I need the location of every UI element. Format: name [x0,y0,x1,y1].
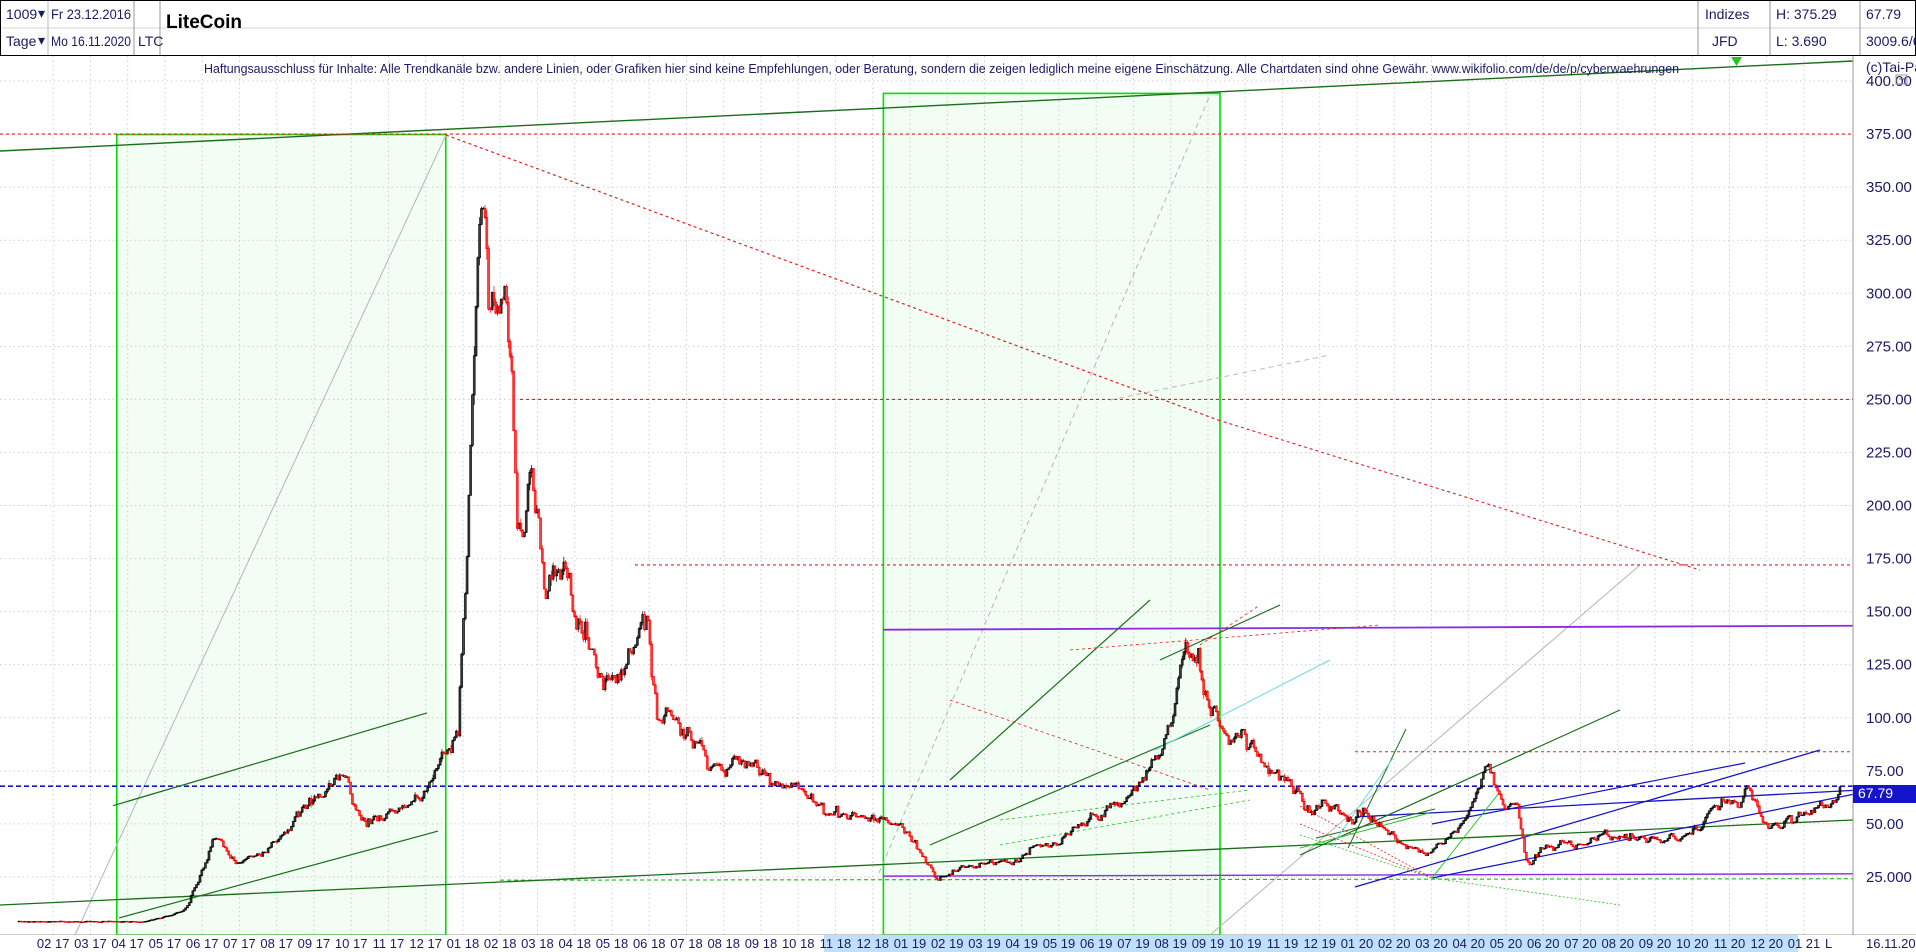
svg-text:02 19: 02 19 [931,936,964,951]
svg-text:11 19: 11 19 [1267,936,1299,951]
svg-text:09 17: 09 17 [298,936,331,951]
svg-text:09 18: 09 18 [745,936,778,951]
svg-text:06 19: 06 19 [1080,936,1113,951]
svg-text:10 17: 10 17 [335,936,368,951]
svg-text:06 18: 06 18 [633,936,666,951]
svg-text:Fr 23.12.2016: Fr 23.12.2016 [51,6,131,22]
svg-text:05 18: 05 18 [596,936,629,951]
svg-text:Mo 16.11.2020: Mo 16.11.2020 [51,33,131,49]
svg-text:11 20: 11 20 [1714,936,1746,951]
svg-text:03 20: 03 20 [1415,936,1448,951]
svg-text:▾: ▾ [38,32,45,48]
svg-text:07 20: 07 20 [1564,936,1597,951]
svg-text:16.11.20: 16.11.20 [1866,936,1916,951]
svg-text:Indizes: Indizes [1705,6,1749,22]
svg-text:03 18: 03 18 [521,936,554,951]
svg-text:09 20: 09 20 [1639,936,1672,951]
svg-text:01 21: 01 21 [1788,936,1821,951]
svg-text:08 20: 08 20 [1601,936,1634,951]
svg-text:05 20: 05 20 [1490,936,1523,951]
svg-text:09 19: 09 19 [1192,936,1225,951]
svg-text:▾: ▾ [38,5,45,21]
svg-text:07 18: 07 18 [670,936,703,951]
svg-text:11 17: 11 17 [373,936,405,951]
svg-text:10 20: 10 20 [1676,936,1709,951]
svg-text:Tage: Tage [6,33,37,49]
svg-text:08 19: 08 19 [1154,936,1187,951]
svg-text:01 19: 01 19 [894,936,927,951]
svg-text:10 18: 10 18 [782,936,815,951]
svg-text:LiteCoin: LiteCoin [166,12,242,33]
svg-text:06 20: 06 20 [1527,936,1560,951]
svg-text:02 17: 02 17 [37,936,70,951]
svg-text:12 20: 12 20 [1750,936,1783,951]
svg-text:04 20: 04 20 [1452,936,1485,951]
svg-text:LTC: LTC [138,33,163,49]
svg-text:04 19: 04 19 [1005,936,1038,951]
svg-text:L: L [1825,936,1832,951]
svg-text:03 19: 03 19 [968,936,1001,951]
svg-text:06 17: 06 17 [186,936,219,951]
svg-text:67.79: 67.79 [1866,6,1901,22]
svg-text:12 19: 12 19 [1303,936,1336,951]
svg-text:3009.6/65: 3009.6/65 [1866,33,1916,49]
svg-text:02 18: 02 18 [484,936,517,951]
svg-text:04 17: 04 17 [111,936,144,951]
svg-text:08 17: 08 17 [260,936,293,951]
svg-text:08 18: 08 18 [707,936,740,951]
svg-text:10 19: 10 19 [1229,936,1262,951]
svg-text:11 18: 11 18 [820,936,852,951]
svg-text:04 18: 04 18 [558,936,591,951]
svg-text:05 19: 05 19 [1043,936,1076,951]
svg-text:07 17: 07 17 [223,936,256,951]
svg-text:JFD: JFD [1712,33,1738,49]
svg-text:Haftungsausschluss für Inhalte: Haftungsausschluss für Inhalte: Alle Tre… [204,61,1679,76]
svg-text:12 17: 12 17 [409,936,442,951]
svg-text:(c)Tai-Pan: (c)Tai-Pan [1866,59,1916,75]
svg-text:12 18: 12 18 [856,936,889,951]
svg-text:03 17: 03 17 [74,936,107,951]
svg-text:H: 375.29: H: 375.29 [1776,6,1837,22]
svg-text:07 19: 07 19 [1117,936,1150,951]
svg-text:L: 3.690: L: 3.690 [1776,33,1827,49]
svg-text:02 20: 02 20 [1378,936,1411,951]
svg-text:05 17: 05 17 [149,936,182,951]
svg-text:01 18: 01 18 [447,936,480,951]
svg-text:1009: 1009 [6,6,37,22]
svg-text:01 20: 01 20 [1341,936,1374,951]
